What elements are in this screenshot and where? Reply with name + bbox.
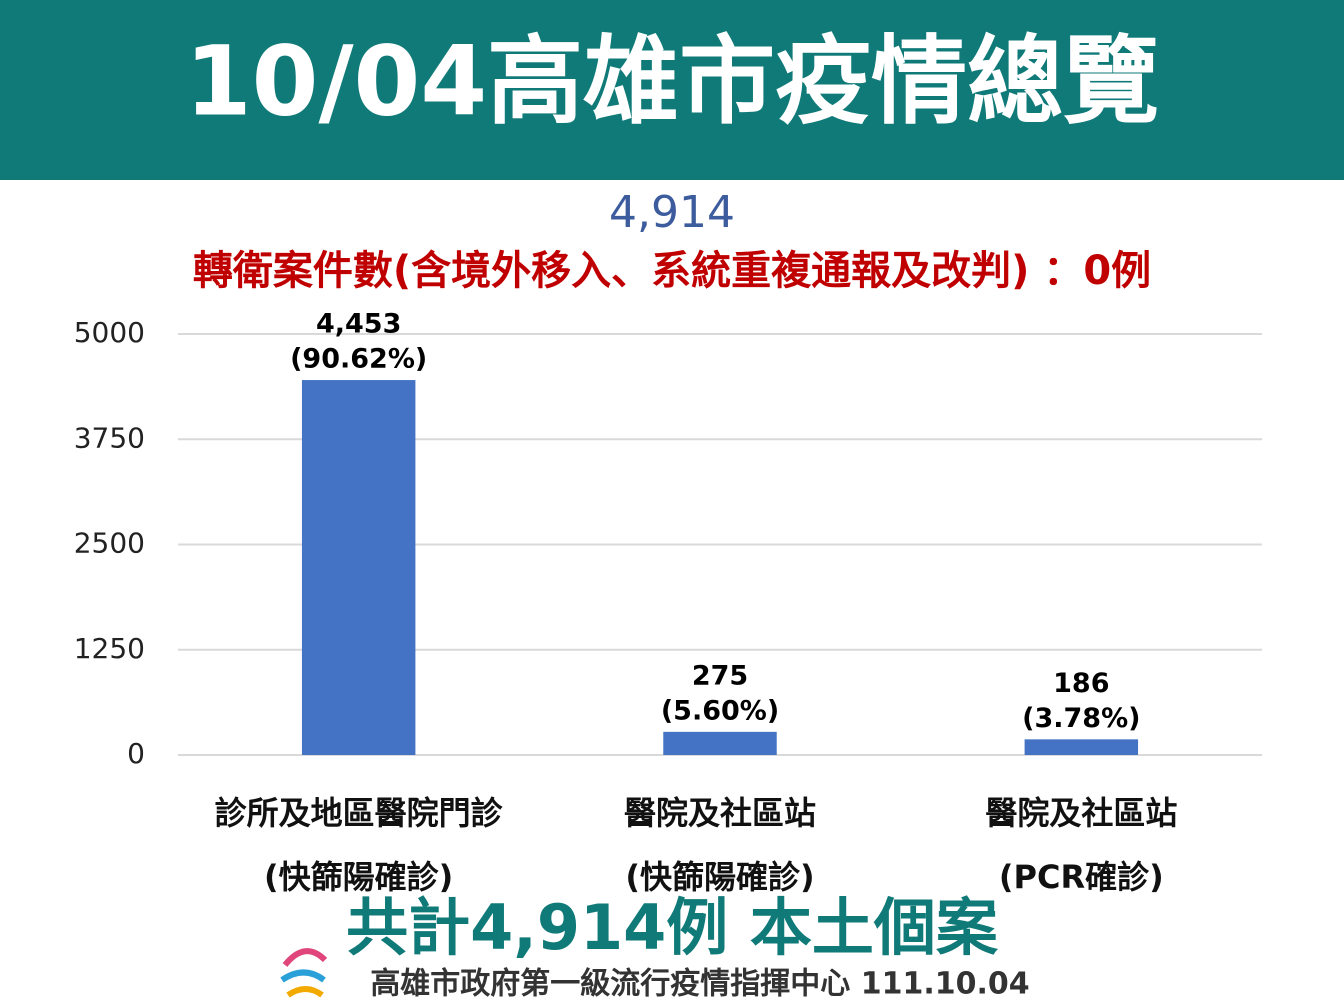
value-label: (5.60%) xyxy=(661,695,779,726)
logo xyxy=(280,948,328,998)
bar xyxy=(663,731,777,755)
footer: 高雄市政府第一級流行疫情指揮中心 111.10.04 xyxy=(370,967,1029,1002)
x-tick-label: 醫院及社區站 xyxy=(985,794,1177,832)
value-label: 186 xyxy=(1053,668,1109,699)
bar xyxy=(301,380,416,755)
total-note: 共計4,914例 本土個案 xyxy=(346,891,999,964)
bar xyxy=(1024,739,1139,755)
x-tick-label: (PCR確診) xyxy=(999,858,1164,896)
y-tick-label: 5000 xyxy=(74,316,145,349)
x-tick-label: (快篩陽確診) xyxy=(625,858,814,896)
chart-title: 10/04高雄市疫情總覽 xyxy=(185,25,1159,137)
x-tick-label: 醫院及社區站 xyxy=(624,794,816,832)
y-tick-label: 2500 xyxy=(74,527,145,560)
annotation: 轉衛案件數(含境外移入、系統重複通報及改判) ：0例 xyxy=(193,248,1151,294)
y-tick-label: 3750 xyxy=(74,421,145,454)
value-label: (90.62%) xyxy=(290,344,427,375)
value-label: 275 xyxy=(692,660,748,691)
y-tick-label: 0 xyxy=(127,737,145,770)
header-band xyxy=(0,0,1344,180)
subtitle: 4,914 xyxy=(609,187,735,238)
value-label: 4,453 xyxy=(316,309,401,340)
x-tick-label: 診所及地區醫院門診 xyxy=(215,794,504,832)
y-tick-label: 1250 xyxy=(74,632,145,665)
x-tick-label: (快篩陽確診) xyxy=(264,858,453,896)
value-label: (3.78%) xyxy=(1022,703,1140,734)
